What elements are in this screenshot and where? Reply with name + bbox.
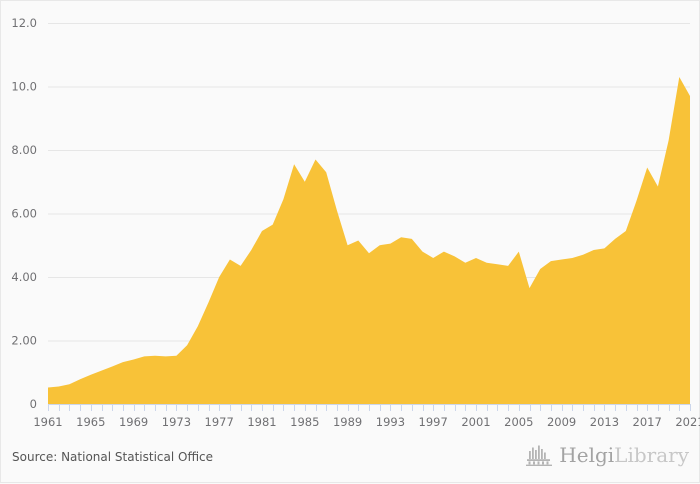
y-tick-label: 4.00 — [11, 270, 37, 284]
x-tick-label: 1977 — [205, 415, 234, 429]
chart-footer: Source: National Statistical Office — [1, 433, 700, 484]
x-tick-label: 1997 — [419, 415, 448, 429]
y-tick-labels: 0 2.00 4.00 6.00 8.00 10.0 12.0 — [11, 16, 37, 411]
plot-area: 0 2.00 4.00 6.00 8.00 10.0 12.0 1961 1965 1969 19… — [1, 1, 700, 433]
x-tick-label: 2021 — [675, 415, 700, 429]
brand-name-primary: Helgi — [559, 443, 615, 467]
x-tick-labels: 1961 1965 1969 1973 1977 1981 1985 1989 1993 1997… — [33, 415, 700, 429]
x-tick-label: 2013 — [590, 415, 619, 429]
x-tick-label: 1969 — [119, 415, 148, 429]
x-tick-label: 1981 — [247, 415, 276, 429]
x-tick-label: 1965 — [76, 415, 105, 429]
x-tick-label: 1989 — [333, 415, 362, 429]
x-tick-label: 1985 — [290, 415, 319, 429]
y-tick-label: 10.0 — [11, 80, 37, 94]
area-fill — [48, 76, 690, 404]
source-label: Source: National Statistical Office — [12, 450, 214, 464]
x-axis — [48, 404, 691, 411]
y-tick-label: 2.00 — [11, 334, 37, 348]
x-tick-label: 1993 — [376, 415, 405, 429]
x-tick-label: 2005 — [504, 415, 533, 429]
x-tick-label: 2009 — [547, 415, 576, 429]
brand-name-secondary: Library — [614, 443, 689, 467]
x-tick-label: 1961 — [33, 415, 62, 429]
y-tick-label: 6.00 — [11, 207, 37, 221]
y-tick-label: 12.0 — [11, 16, 37, 30]
brand-logo: HelgiLibrary — [526, 443, 689, 467]
y-tick-label: 0 — [30, 397, 37, 411]
y-tick-label: 8.00 — [11, 143, 37, 157]
area-series — [48, 76, 690, 404]
x-tick-label: 2017 — [633, 415, 662, 429]
x-tick-label: 2001 — [461, 415, 490, 429]
library-bar-chart-icon — [526, 445, 553, 466]
x-tick-label: 1973 — [162, 415, 191, 429]
brand-text: HelgiLibrary — [559, 443, 689, 467]
